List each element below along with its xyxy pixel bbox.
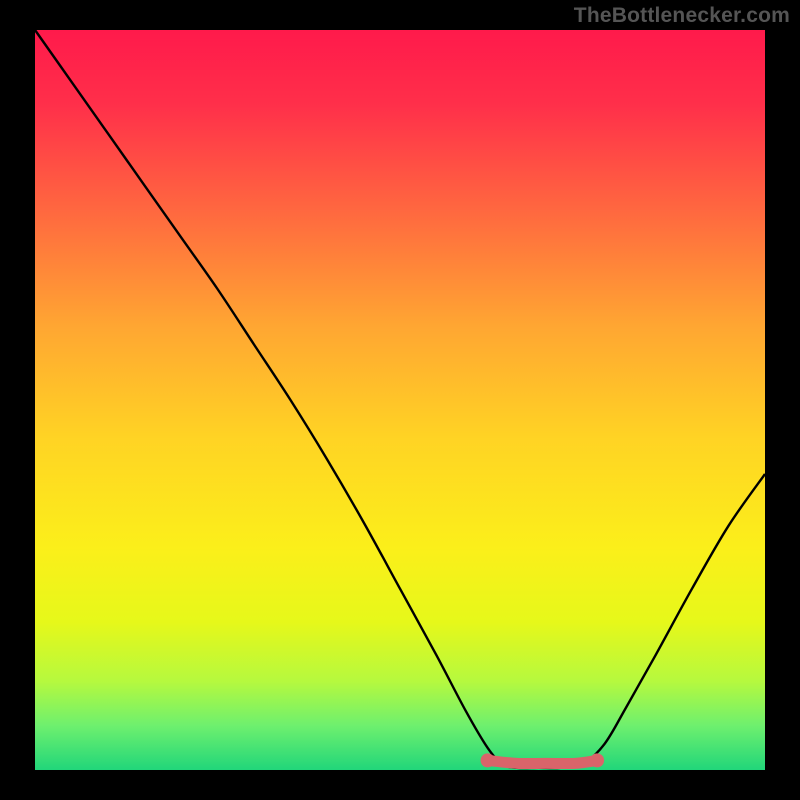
plot-background <box>35 30 765 770</box>
optimal-range-start-dot <box>481 753 495 767</box>
optimal-range-end-dot <box>590 753 604 767</box>
optimal-range-highlight <box>488 760 597 763</box>
bottleneck-chart <box>0 0 800 800</box>
chart-stage: TheBottlenecker.com <box>0 0 800 800</box>
